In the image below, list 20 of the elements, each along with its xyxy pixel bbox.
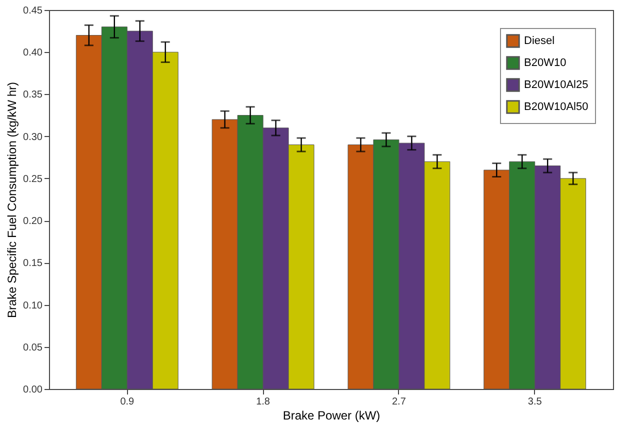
y-tick-label: 0.05 <box>23 342 43 354</box>
y-tick-label: 0.10 <box>23 300 43 312</box>
x-tick-label: 0.9 <box>120 396 135 408</box>
x-tick-label: 1.8 <box>256 396 270 408</box>
y-tick-label: 0.35 <box>23 90 43 101</box>
y-tick-label: 0.45 <box>23 6 43 16</box>
x-tick-label: 3.5 <box>528 396 542 408</box>
x-axis-title: Brake Power (kW) <box>282 408 380 422</box>
y-axis-title: Brake Specific Fuel Consumption (kg/kW hr) <box>5 82 20 318</box>
y-tick-label: 0.00 <box>23 384 43 396</box>
legend-label: Diesel <box>524 35 555 47</box>
y-tick-label: 0.15 <box>23 258 43 270</box>
y-tick-label: 0.20 <box>23 216 43 228</box>
y-tick-label: 0.30 <box>23 132 43 143</box>
legend-label: B20W10 <box>524 57 566 69</box>
legend-label: B20W10Al25 <box>524 79 588 91</box>
legend-label: B20W10Al50 <box>524 101 588 113</box>
y-tick-label: 0.25 <box>23 174 43 185</box>
y-tick-label: 0.40 <box>23 48 43 59</box>
x-tick-label: 2.7 <box>392 396 406 408</box>
